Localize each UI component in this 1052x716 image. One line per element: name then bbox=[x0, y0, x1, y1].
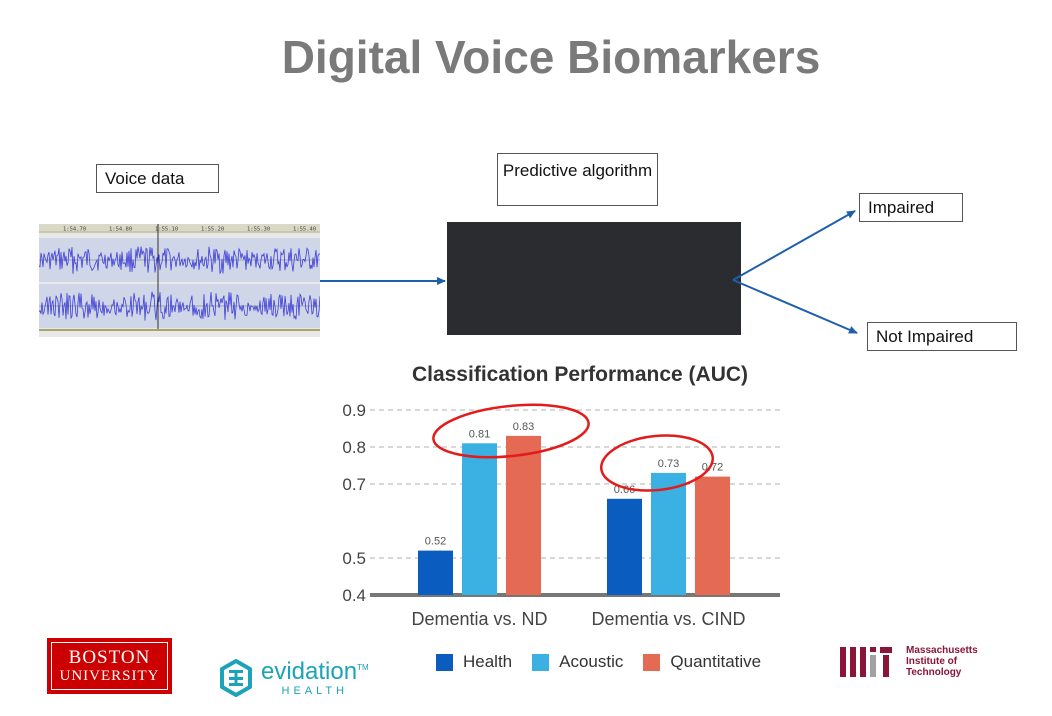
legend-swatch-acoustic bbox=[532, 653, 550, 671]
highlight-ellipse-cind bbox=[599, 434, 715, 492]
waveform-channel-1 bbox=[39, 246, 320, 275]
x-category-label: Dementia vs. ND bbox=[411, 609, 547, 629]
voice-data-label: Voice data bbox=[96, 164, 219, 193]
evidation-subtitle: HEALTH bbox=[281, 684, 349, 697]
bar-value-label: 0.73 bbox=[658, 458, 679, 470]
impaired-label: Impaired bbox=[859, 193, 963, 222]
mit-logo: Massachusetts Institute of Technology bbox=[840, 645, 978, 678]
bu-logo-line2: UNIVERSITY bbox=[59, 667, 160, 684]
bar-acoustic-1 bbox=[651, 472, 686, 595]
chart-legend: Health Acoustic Quantitative bbox=[436, 650, 761, 674]
legend-item-health: Health bbox=[436, 652, 512, 672]
x-category-label: Dementia vs. CIND bbox=[591, 609, 745, 629]
boston-university-logo: BOSTON UNIVERSITY bbox=[47, 638, 172, 694]
mit-text-line3: Technology bbox=[906, 667, 962, 678]
evidation-wordmark: evidation bbox=[261, 657, 358, 685]
bar-health-0 bbox=[418, 550, 453, 595]
legend-swatch-health bbox=[436, 653, 453, 671]
evidation-mark-icon bbox=[220, 659, 252, 697]
bu-logo-line1: BOSTON bbox=[68, 646, 151, 668]
predictive-algorithm-box bbox=[447, 222, 741, 335]
waveform-tick-label: 1:55.20 bbox=[201, 227, 224, 233]
auc-bar-chart: Classification Performance (AUC) 0.4 0.5 0… bbox=[342, 363, 780, 629]
mit-mark-icon bbox=[840, 646, 892, 677]
bar-value-label: 0.52 bbox=[425, 536, 446, 548]
mit-text-line2: Institute of bbox=[906, 656, 958, 667]
arrow-to-impaired bbox=[732, 210, 856, 281]
waveform-tick-label: 1:55.10 bbox=[155, 227, 178, 233]
y-tick-label: 0.8 bbox=[342, 438, 366, 457]
bar-quantitative-0 bbox=[506, 435, 541, 595]
waveform-tick-label: 1:55.30 bbox=[247, 227, 270, 233]
arrow-to-not-impaired bbox=[732, 279, 858, 334]
waveform-tick-label: 1:55.40 bbox=[293, 227, 316, 233]
evidation-tm: TM bbox=[357, 662, 369, 672]
bar-quantitative-1 bbox=[695, 476, 730, 595]
waveform-tick-label: 1:54.80 bbox=[109, 227, 132, 233]
waveform-tick-label: 1:54.70 bbox=[63, 227, 86, 233]
evidation-health-logo: evidationTM HEALTH bbox=[219, 658, 369, 698]
bar-acoustic-0 bbox=[462, 443, 497, 595]
highlight-ellipse-nd bbox=[432, 403, 590, 459]
legend-item-acoustic: Acoustic bbox=[532, 652, 623, 672]
y-tick-label: 0.4 bbox=[342, 586, 366, 605]
y-tick-label: 0.7 bbox=[342, 475, 366, 494]
bar-value-label: 0.83 bbox=[513, 421, 534, 433]
voice-waveform: 1:54.70 1:54.80 1:55.10 1:55.20 1:55.30 1:55.… bbox=[39, 224, 320, 337]
legend-swatch-quantitative bbox=[643, 653, 661, 671]
bar-health-1 bbox=[607, 498, 642, 595]
bar-value-label: 0.81 bbox=[469, 428, 490, 440]
legend-label-quantitative: Quantitative bbox=[670, 652, 762, 671]
mit-text-line1: Massachusetts bbox=[906, 645, 978, 656]
legend-item-quantitative: Quantitative bbox=[643, 652, 761, 672]
not-impaired-label: Not Impaired bbox=[867, 322, 1017, 351]
y-tick-label: 0.9 bbox=[342, 401, 366, 420]
waveform-channel-2 bbox=[39, 291, 320, 321]
y-tick-label: 0.5 bbox=[342, 549, 366, 568]
legend-label-acoustic: Acoustic bbox=[559, 652, 624, 671]
legend-label-health: Health bbox=[463, 652, 513, 671]
slide-title: Digital Voice Biomarkers bbox=[281, 31, 821, 83]
predictive-algorithm-label: Predictive algorithm bbox=[497, 153, 658, 206]
chart-title: Classification Performance (AUC) bbox=[412, 363, 748, 386]
